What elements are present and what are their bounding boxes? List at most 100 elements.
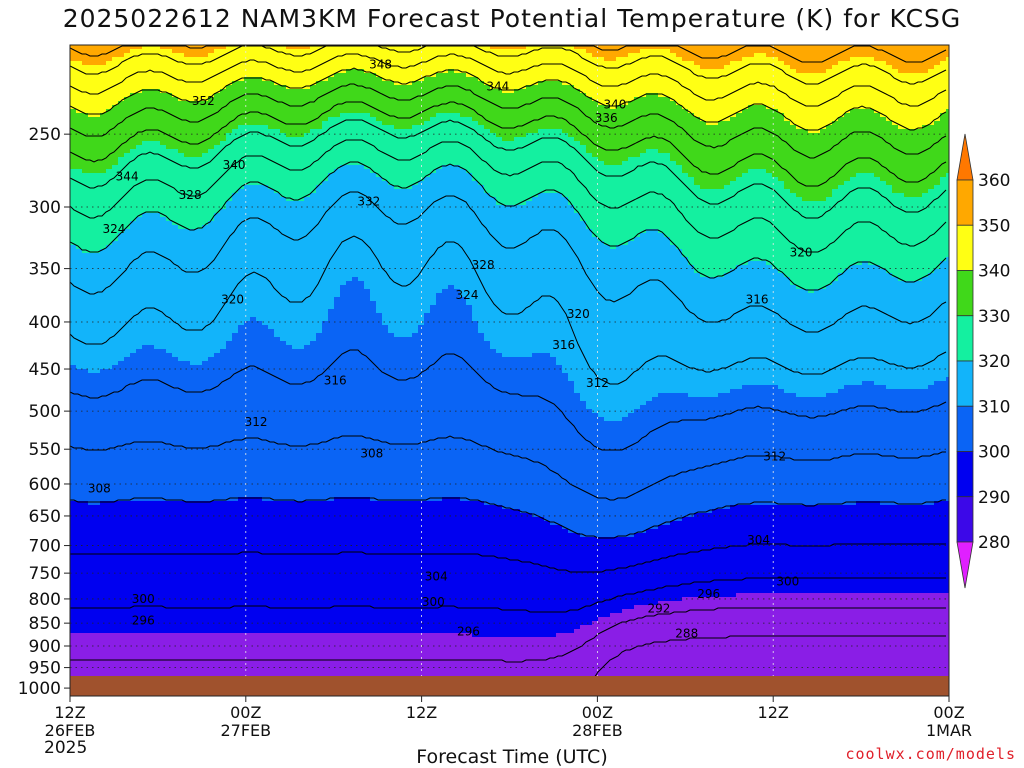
fill-cell	[316, 185, 323, 334]
fill-cell	[160, 145, 167, 218]
fill-cell	[148, 213, 155, 346]
fill-cell	[94, 45, 101, 66]
fill-cell	[784, 65, 791, 122]
contour-line-344	[70, 53, 947, 107]
fill-cell	[646, 49, 653, 94]
fill-cell	[226, 341, 233, 502]
fill-cell	[400, 633, 407, 696]
fill-cell	[124, 153, 131, 230]
fill-cell	[112, 165, 119, 242]
fill-cell	[508, 49, 515, 94]
contour-line-308	[70, 349, 947, 451]
fill-cell	[790, 393, 797, 506]
fill-cell	[316, 81, 323, 130]
fill-cell	[484, 85, 491, 130]
fill-cell	[172, 149, 179, 226]
fill-cell	[112, 105, 119, 166]
fill-cell	[460, 45, 467, 74]
fill-cell	[694, 397, 701, 514]
fill-cell	[784, 45, 791, 66]
fill-cell	[538, 45, 545, 82]
fill-cell	[304, 133, 311, 198]
fill-cell	[298, 633, 305, 696]
fill-cell	[508, 357, 515, 510]
fill-cell	[526, 201, 533, 358]
colorbar-label: 300	[978, 443, 1010, 463]
fill-cell	[238, 633, 245, 696]
fill-cell	[928, 273, 935, 386]
fill-cell	[922, 193, 929, 278]
fill-cell	[436, 633, 443, 696]
fill-cell	[880, 117, 887, 182]
fill-cell	[88, 505, 95, 634]
fill-cell	[760, 593, 767, 696]
contour-label: 328	[179, 188, 202, 202]
fill-cell	[124, 45, 131, 54]
fill-cell	[838, 117, 845, 186]
fill-cell	[634, 97, 641, 158]
fill-cell	[730, 61, 737, 118]
fill-cell	[118, 101, 125, 158]
fill-cell	[190, 633, 197, 696]
fill-cell	[940, 593, 947, 696]
fill-cell	[478, 333, 485, 502]
y-tick-label: 850	[29, 614, 61, 634]
fill-cell	[700, 397, 707, 514]
fill-cell	[82, 113, 89, 174]
fill-cell	[322, 45, 329, 82]
fill-cell	[532, 637, 539, 696]
fill-cell	[400, 337, 407, 502]
fill-cell	[946, 109, 949, 174]
fill-cell	[862, 57, 869, 110]
contour-line-352	[70, 45, 947, 63]
y-tick-label: 900	[29, 637, 61, 657]
fill-cell	[82, 173, 89, 254]
fill-cell	[280, 341, 287, 502]
fill-cell	[70, 633, 77, 696]
fill-cell	[736, 113, 743, 178]
fill-cell	[556, 129, 563, 194]
fill-cell	[136, 145, 143, 218]
fill-cell	[640, 233, 647, 406]
fill-cell	[520, 637, 527, 696]
contour-line-320	[70, 161, 947, 291]
fill-cell	[142, 89, 149, 142]
fill-cell	[712, 277, 719, 398]
contour-label: 296	[697, 587, 720, 601]
credit-link[interactable]: coolwx.com/models	[845, 745, 1016, 763]
fill-cell	[334, 633, 341, 696]
fill-cell	[196, 501, 203, 634]
fill-cell	[358, 45, 365, 70]
fill-cell	[832, 505, 839, 594]
fill-cell	[232, 45, 239, 82]
x-tick-label: 00Z	[582, 703, 613, 722]
colorbar-box	[956, 496, 974, 543]
fill-cell	[766, 385, 773, 506]
fill-cell	[730, 117, 737, 182]
fill-cell	[154, 633, 161, 696]
fill-cell	[400, 189, 407, 338]
fill-cell	[166, 45, 173, 50]
fill-cell	[112, 241, 119, 366]
fill-cell	[898, 505, 905, 594]
fill-cell	[292, 49, 299, 90]
fill-cell	[712, 509, 719, 598]
fill-cell	[946, 57, 949, 110]
fill-cell	[106, 45, 113, 62]
fill-cell	[934, 381, 941, 502]
fill-cell	[946, 593, 949, 696]
fill-cell	[472, 45, 479, 78]
fill-cell	[598, 537, 605, 618]
fill-cell	[892, 125, 899, 194]
fill-cell	[322, 81, 329, 122]
x-tick-label: 12Z	[54, 703, 85, 722]
fill-cell	[544, 193, 551, 354]
fill-cell	[856, 57, 863, 110]
fill-cell	[160, 217, 167, 350]
fill-cell	[610, 249, 617, 422]
fill-cell	[748, 45, 755, 58]
fill-cell	[670, 393, 677, 522]
fill-cell	[784, 121, 791, 190]
fill-cell	[70, 501, 77, 634]
